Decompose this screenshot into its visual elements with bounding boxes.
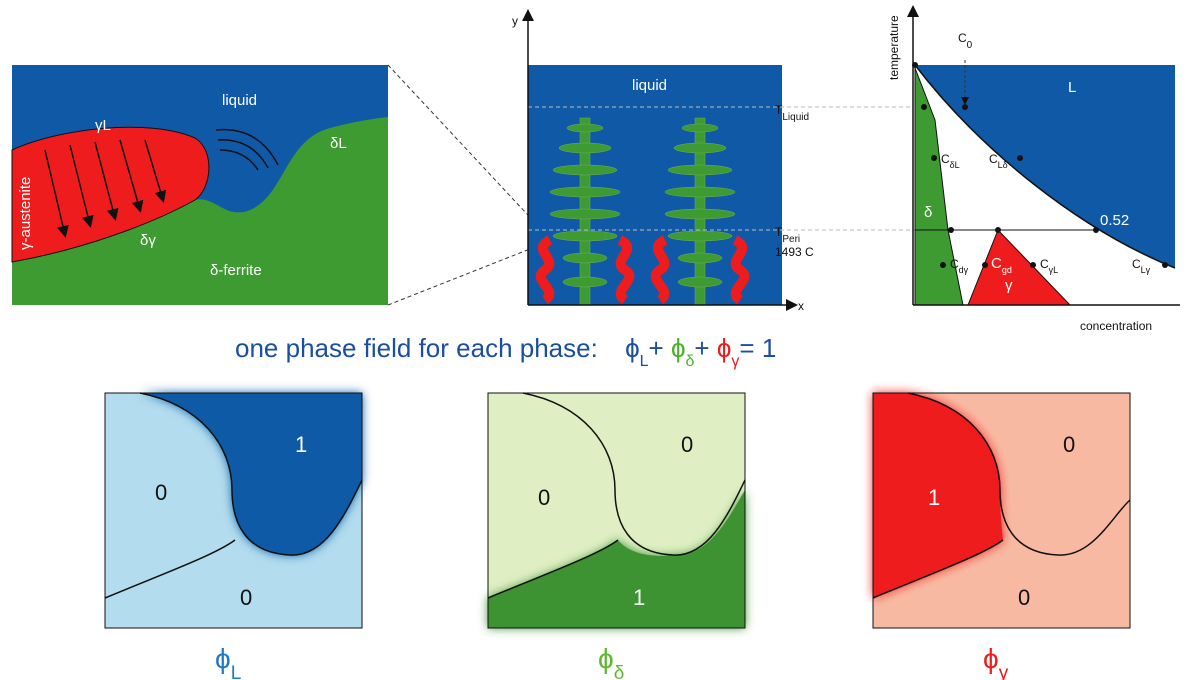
label: Cgd	[991, 255, 1012, 275]
field-phase	[488, 490, 745, 628]
zoom-line	[387, 64, 541, 229]
field-value: 0	[681, 432, 693, 457]
liquid-region	[915, 65, 1175, 268]
field-liquid	[104, 392, 363, 629]
liquidus	[914, 64, 1176, 269]
label: CγL	[1040, 257, 1058, 275]
label: γ-austenite	[17, 177, 34, 250]
label: CLγ	[1132, 257, 1151, 275]
field-value: 1	[295, 432, 307, 457]
label: L	[1068, 79, 1076, 96]
label: δL	[330, 135, 347, 152]
subscript: γ	[999, 663, 1009, 680]
field-caption: ϕL	[215, 643, 241, 680]
label: C0	[958, 31, 973, 51]
field-value: 0	[538, 485, 550, 510]
label: δ	[924, 204, 932, 221]
label: CδL	[941, 152, 960, 170]
field-value: 1	[928, 485, 940, 510]
label: liquid	[222, 92, 257, 109]
axis-label: concentration	[1080, 319, 1152, 333]
zoom-line	[387, 244, 541, 306]
austenite-layer	[535, 235, 750, 305]
field-value: 1	[633, 585, 645, 610]
field-value: 0	[155, 480, 167, 505]
field-phase	[140, 393, 362, 556]
symbol: ϕ	[983, 643, 999, 674]
subscript: L	[231, 663, 242, 680]
label: γL	[95, 117, 111, 134]
label: δγ	[140, 232, 156, 249]
field-gamma	[872, 392, 1131, 629]
label: liquid	[632, 77, 667, 94]
frame	[104, 392, 363, 629]
ferrite-dendrites	[549, 117, 736, 306]
field-phase	[873, 393, 1003, 598]
label: TPeri	[775, 225, 800, 245]
field-value: 0	[1063, 432, 1075, 457]
phase-diagram: temperature concentration C0 L δ γ CδL C…	[887, 5, 1180, 333]
field-value: 0	[240, 585, 252, 610]
interface	[104, 392, 363, 599]
caption: one phase field for each phase: ϕL+ ϕδ+ …	[235, 333, 776, 370]
label: 0.1	[957, 209, 978, 226]
label: 1493 C	[775, 245, 814, 259]
label: 0.52	[1100, 212, 1129, 229]
subscript: δ	[614, 663, 625, 680]
closeup-panel: liquid γL δL γ-austenite δγ δ-ferrite	[11, 64, 541, 306]
axis-label: x	[798, 299, 804, 313]
symbol: ϕ	[215, 643, 231, 674]
frame	[872, 392, 1131, 629]
field-value: 0	[1018, 585, 1030, 610]
label: 0.16	[1006, 209, 1035, 226]
field-delta	[487, 392, 746, 629]
interface	[487, 392, 746, 599]
field-caption: ϕγ	[983, 643, 1009, 680]
ferrite-region	[12, 117, 388, 305]
growth-arrows	[44, 139, 167, 238]
label: δ-ferrite	[210, 262, 262, 279]
interface	[872, 392, 1131, 599]
label: γ	[1005, 277, 1013, 294]
axis-label: y	[512, 14, 518, 28]
axis-label: temperature	[887, 15, 901, 80]
dendrite-panel: y x liquid TLiquid TPeri 1493 C	[512, 9, 1120, 313]
diffusion-arcs	[215, 128, 279, 171]
symbol: ϕ	[598, 643, 614, 674]
label: Cdγ	[950, 257, 969, 275]
label: TLiquid	[775, 103, 809, 123]
label: CLδ	[989, 152, 1008, 170]
delta-region	[914, 67, 964, 306]
field-caption: ϕδ	[598, 643, 624, 680]
frame	[487, 392, 746, 629]
